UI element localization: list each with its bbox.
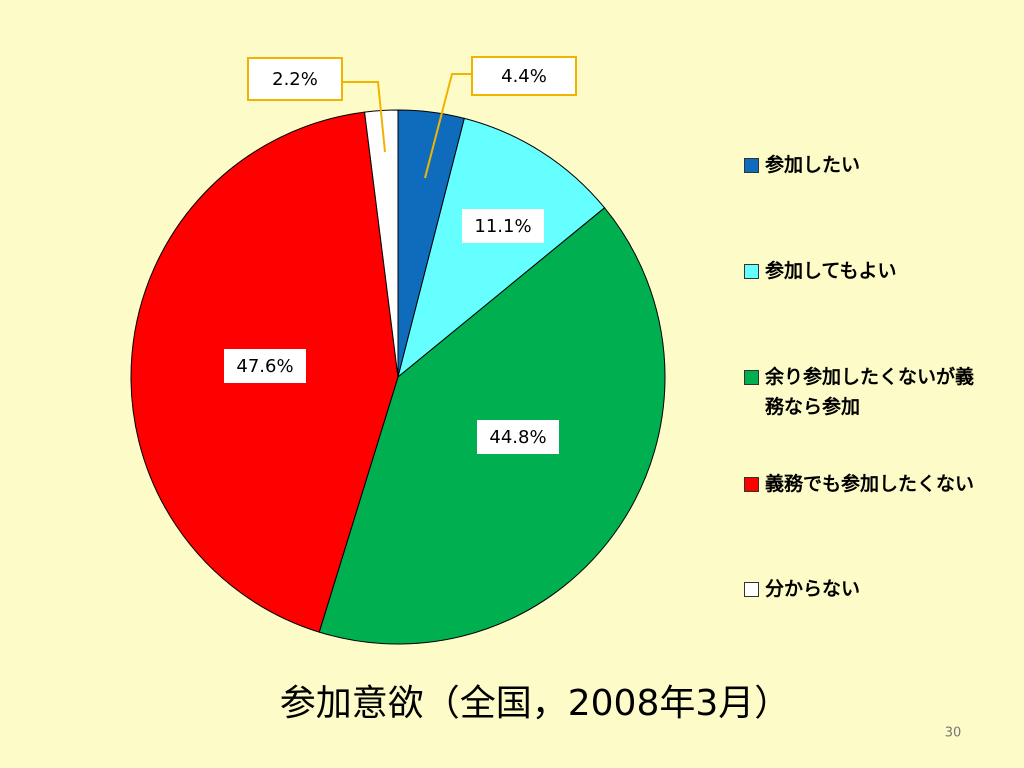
value-label-box	[462, 209, 544, 243]
legend-swatch	[744, 370, 759, 385]
value-label-box	[471, 56, 577, 96]
legend-label: 参加したい	[765, 154, 861, 176]
legend-label: 参加してもよい	[765, 260, 897, 282]
legend-item: 参加したい	[744, 150, 974, 180]
value-label: 2.2%	[272, 69, 318, 90]
value-label: 44.8%	[489, 427, 546, 448]
value-label: 11.1%	[474, 216, 531, 237]
chart-title: 参加意欲（全国，2008年3月）	[280, 683, 791, 724]
legend-swatch	[744, 158, 759, 173]
legend-item: 分からない	[744, 574, 974, 604]
legend-swatch	[744, 477, 759, 492]
value-label-box	[477, 420, 559, 454]
legend-label: 分からない	[765, 578, 861, 600]
legend-swatch	[744, 582, 759, 597]
legend-item: 参加してもよい	[744, 256, 974, 286]
value-label: 47.6%	[236, 356, 293, 377]
value-label: 4.4%	[501, 66, 547, 87]
leader-line	[342, 81, 386, 153]
value-label-box	[247, 57, 343, 101]
legend-label: 義務でも参加したくない	[765, 473, 975, 495]
page-number: 30	[945, 726, 962, 741]
value-label-box	[224, 349, 306, 383]
legend-item: 余り参加したくないが義務なら参加	[744, 362, 974, 422]
leader-line	[424, 73, 472, 179]
legend-label: 余り参加したくないが義務なら参加	[765, 366, 975, 418]
pie-slice	[397, 117, 606, 379]
legend-swatch	[744, 264, 759, 279]
legend-item: 義務でも参加したくない	[744, 469, 974, 499]
